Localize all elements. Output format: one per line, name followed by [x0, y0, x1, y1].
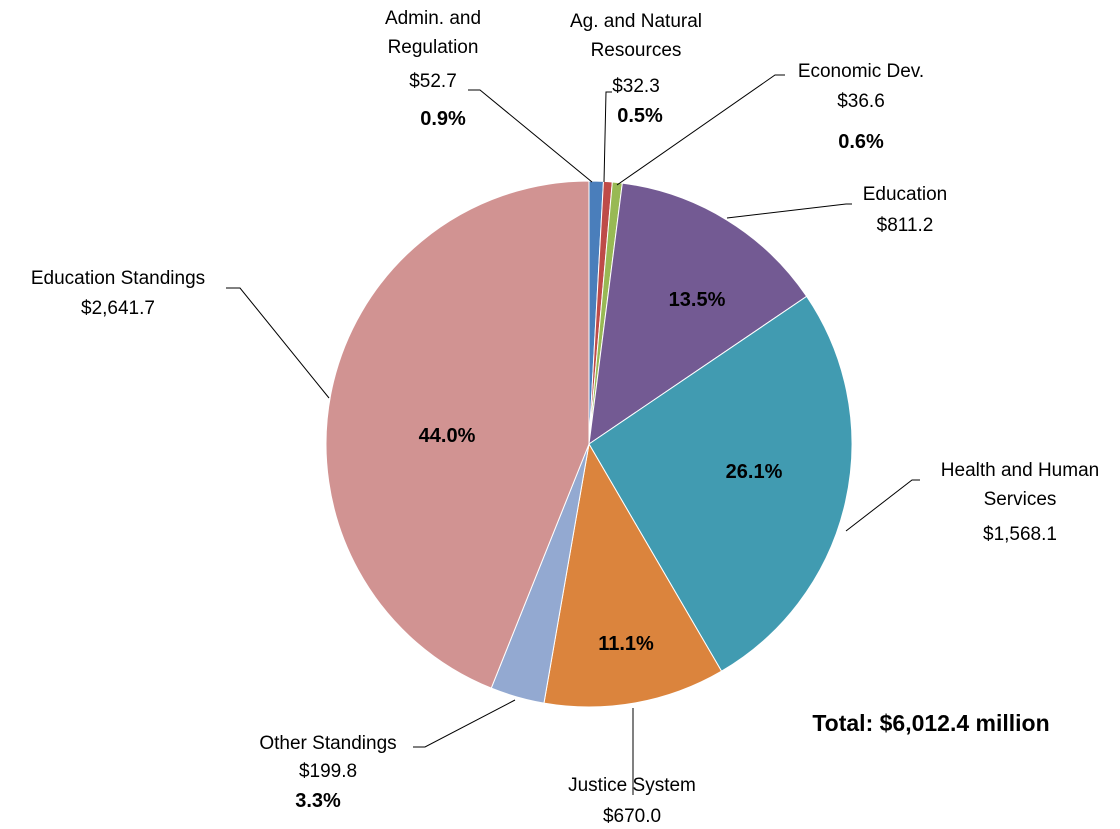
value-label: $2,641.7 [81, 298, 155, 319]
category-label: Other Standings [259, 733, 397, 754]
category-label: Justice System [568, 775, 696, 796]
value-label: $32.3 [612, 76, 660, 97]
category-label: Education [862, 184, 948, 205]
pie-slice [588, 295, 853, 672]
percent-label: 3.3% [295, 790, 341, 812]
leader-lines [226, 74, 920, 795]
leader-line [413, 699, 516, 748]
leader-line [726, 203, 852, 219]
percent-label: 0.5% [617, 105, 663, 127]
category-label: Admin. and Regulation [384, 8, 482, 58]
pie-slice [325, 180, 590, 689]
category-label: Ag. and Natural Resources [569, 11, 703, 61]
value-label: $811.2 [876, 215, 934, 236]
percent-label: 13.5% [668, 289, 726, 311]
category-label: Economic Dev. [797, 61, 925, 82]
leader-line [226, 287, 330, 399]
pie-slice [543, 442, 723, 708]
percent-label: 0.9% [420, 108, 466, 130]
percent-label: 26.1% [725, 461, 783, 483]
value-label: $1,568.1 [983, 524, 1057, 545]
category-label: Education Standings [30, 268, 206, 289]
percent-label: 11.1% [598, 633, 654, 655]
leader-line [603, 91, 612, 183]
value-label: $670.0 [602, 806, 662, 827]
value-label: $199.8 [298, 761, 358, 782]
percent-label: 0.6% [838, 131, 884, 153]
leader-line [616, 74, 785, 186]
value-label: $36.6 [837, 91, 885, 112]
category-label: Health and Human Services [940, 460, 1100, 510]
percent-label: 44.0% [418, 425, 476, 447]
total-annotation: Total: $6,012.4 million [812, 710, 1050, 736]
leader-line [468, 89, 593, 183]
value-label: $52.7 [409, 71, 457, 92]
leader-line [845, 479, 920, 532]
pie-slice [588, 182, 808, 446]
